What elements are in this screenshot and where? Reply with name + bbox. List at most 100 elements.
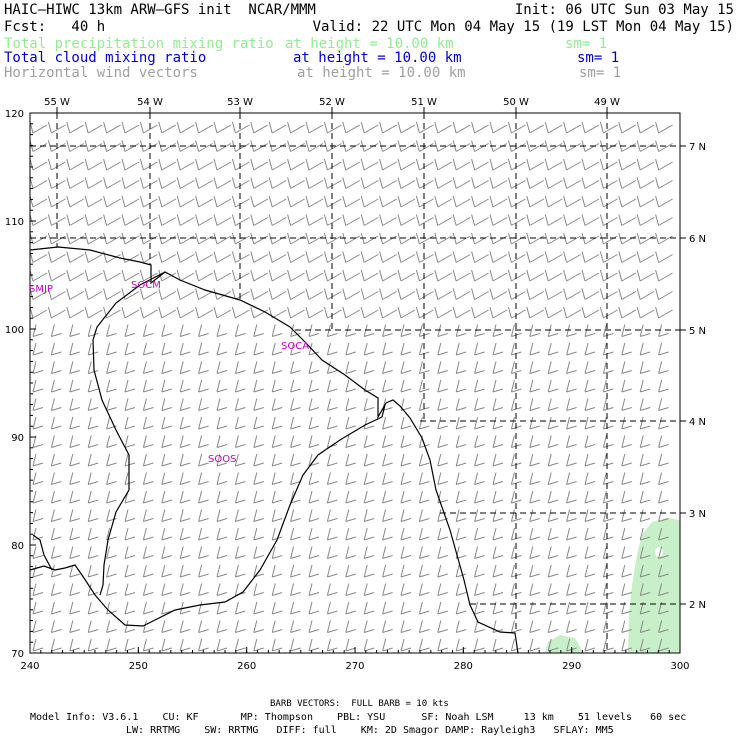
- wind-barb: [547, 398, 559, 411]
- wind-barb: [415, 269, 434, 282]
- wind-barb: [323, 251, 342, 263]
- wind-barb: [382, 342, 393, 356]
- wind-barb: [639, 398, 651, 411]
- wind-barb: [271, 601, 283, 615]
- wind-barb: [382, 638, 393, 652]
- wind-barb: [529, 638, 540, 652]
- wind-barb: [124, 583, 136, 596]
- model-info-line2: LW: RRTMG SW: RRTMG DIFF: full KM: 2D Sm…: [126, 725, 614, 736]
- wind-barb: [32, 583, 44, 596]
- wind-barb: [216, 453, 228, 467]
- wind-barb: [363, 416, 375, 430]
- wind-barb: [418, 472, 430, 485]
- wind-barb: [342, 177, 361, 189]
- wind-barb: [434, 232, 453, 245]
- wind-barb: [363, 601, 375, 615]
- wind-barb: [231, 177, 250, 189]
- wind-barb: [621, 546, 632, 559]
- wind-barb: [379, 195, 397, 208]
- wind-barb: [287, 306, 305, 319]
- wind-barb: [437, 379, 448, 393]
- wind-barb: [345, 416, 356, 430]
- wind-barb: [474, 453, 485, 467]
- wind-barb: [581, 177, 600, 189]
- wind-barb: [492, 435, 504, 448]
- wind-barb: [618, 214, 637, 226]
- wind-barb: [47, 306, 66, 319]
- wind-barb: [382, 324, 393, 337]
- wind-barb: [231, 214, 250, 226]
- wind-barb: [216, 398, 228, 411]
- wind-barb: [658, 638, 669, 652]
- wind-barb: [379, 177, 397, 189]
- wind-barb: [142, 324, 154, 337]
- wind-barb: [50, 601, 62, 615]
- wind-barb: [547, 435, 559, 448]
- wind-barb: [566, 564, 577, 578]
- wind-barb: [547, 342, 559, 356]
- wind-barb: [198, 527, 209, 541]
- wind-barb: [121, 269, 140, 282]
- wind-barb: [290, 527, 301, 541]
- wind-barb: [195, 140, 213, 152]
- wind-barb: [581, 251, 600, 263]
- wind-barb: [471, 269, 489, 282]
- wind-barb: [161, 379, 172, 393]
- wind-barb: [492, 379, 504, 393]
- wind-barb: [639, 435, 651, 448]
- wind-barb: [489, 195, 508, 208]
- wind-barb: [142, 379, 154, 393]
- wind-barb: [198, 416, 209, 430]
- lat-label: 3 N: [689, 509, 706, 520]
- wind-barb: [474, 509, 485, 522]
- wind-barb: [29, 214, 48, 226]
- wind-barb: [363, 435, 375, 448]
- wind-barb: [581, 121, 600, 134]
- wind-barb: [69, 490, 80, 504]
- wind-barb: [216, 601, 228, 615]
- wind-barb: [455, 564, 467, 578]
- wind-barb: [455, 398, 467, 411]
- wind-barb: [176, 306, 195, 319]
- wind-barb: [195, 269, 213, 282]
- wind-barb: [345, 509, 356, 522]
- wind-barb: [323, 269, 342, 282]
- wind-barb: [179, 490, 191, 504]
- wind-barb: [455, 453, 467, 467]
- wind-barb: [287, 177, 305, 189]
- wind-barb: [658, 398, 669, 411]
- wind-barb: [492, 583, 504, 596]
- wind-barb: [547, 509, 559, 522]
- wind-barb: [584, 472, 596, 485]
- wind-barb: [142, 564, 154, 578]
- wind-barb: [326, 398, 338, 411]
- wind-barb: [308, 509, 320, 522]
- wind-barb: [213, 214, 232, 226]
- wind-barb: [161, 472, 172, 485]
- wind-barb: [363, 509, 375, 522]
- wind-barb: [566, 416, 577, 430]
- wind-barb: [547, 453, 559, 467]
- wind-barb: [471, 214, 489, 226]
- wind-barb: [455, 342, 467, 356]
- wind-barb: [492, 416, 504, 430]
- wind-barb: [471, 251, 489, 263]
- wind-barb: [253, 527, 264, 541]
- wind-barb: [271, 546, 283, 559]
- wind-barb: [179, 620, 191, 633]
- wind-barb: [323, 288, 342, 300]
- wind-barb: [547, 620, 559, 633]
- wind-barb: [584, 601, 596, 615]
- wind-barb: [69, 509, 80, 522]
- wind-barb: [179, 472, 191, 485]
- wind-barb: [234, 564, 246, 578]
- wind-barb: [658, 472, 669, 485]
- wind-barb: [253, 638, 264, 652]
- wind-barb: [271, 361, 283, 374]
- wind-barb: [655, 306, 673, 319]
- wind-barb: [492, 453, 504, 467]
- wind-barb: [176, 121, 195, 134]
- wind-barb: [639, 379, 651, 393]
- wind-barb: [526, 195, 545, 208]
- wind-barb: [658, 490, 669, 504]
